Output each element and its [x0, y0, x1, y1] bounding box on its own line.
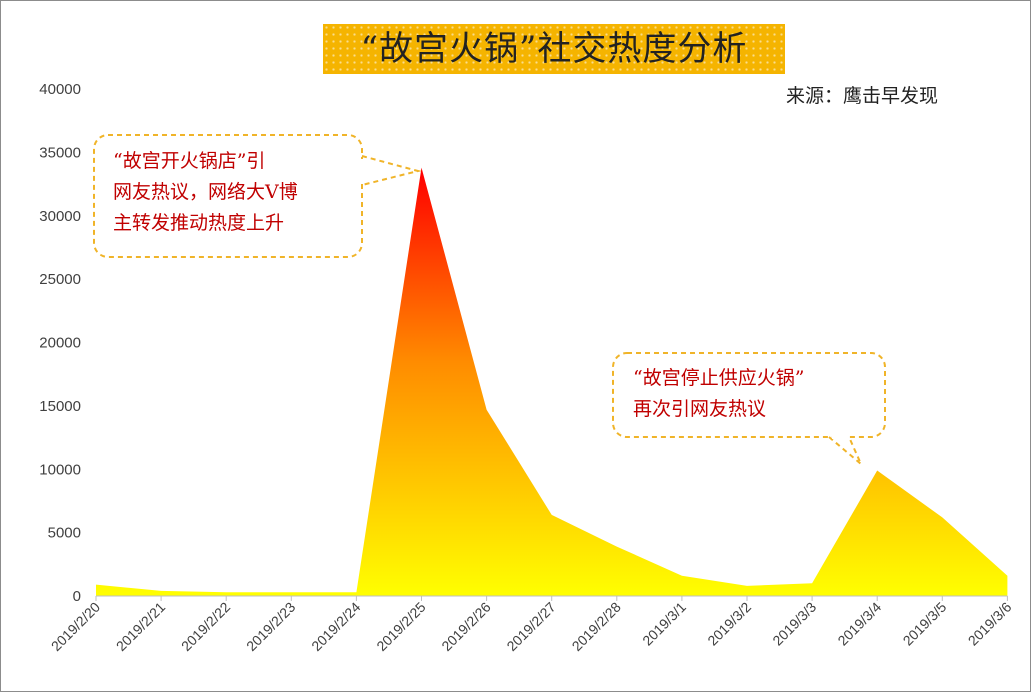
y-tick-label: 10000: [39, 461, 81, 478]
callout-1-line: 网友热议，网络大V博: [113, 177, 353, 208]
callout-pointer-2: [829, 437, 861, 464]
x-tick-label: 2019/2/20: [48, 599, 104, 655]
callout-2-line: “故宫停止供应火锅”: [633, 363, 873, 394]
x-tick-label: 2019/3/1: [639, 599, 689, 649]
y-tick-label: 25000: [39, 271, 81, 288]
y-tick-label: 15000: [39, 398, 81, 415]
x-tick-label: 2019/2/27: [503, 599, 559, 655]
y-tick-label: 40000: [39, 81, 81, 98]
y-tick-label: 5000: [48, 525, 81, 542]
y-tick-label: 35000: [39, 144, 81, 161]
source-note: 来源：鹰击早发现: [786, 81, 938, 108]
y-tick-label: 0: [73, 588, 81, 605]
x-tick-label: 2019/3/6: [965, 599, 1015, 649]
callout-annotation-2: “故宫停止供应火锅” 再次引网友热议: [633, 363, 873, 425]
x-tick-label: 2019/2/26: [438, 599, 494, 655]
x-tick-label: 2019/2/24: [308, 599, 364, 655]
callout-2-line: 再次引网友热议: [633, 394, 873, 425]
x-tick-label: 2019/2/28: [569, 599, 625, 655]
chart-title: “故宫火锅”社交热度分析: [323, 24, 785, 74]
x-tick-label: 2019/3/4: [834, 599, 884, 649]
x-tick-label: 2019/3/2: [704, 599, 754, 649]
y-tick-label: 30000: [39, 208, 81, 225]
callout-1-line: “故宫开火锅店”引: [113, 146, 353, 177]
title-box: “故宫火锅”社交热度分析: [323, 24, 785, 74]
y-tick-label: 20000: [39, 335, 81, 352]
callout-1-line: 主转发推动热度上升: [113, 208, 353, 239]
x-tick-label: 2019/2/22: [178, 599, 234, 655]
x-tick-label: 2019/3/5: [900, 599, 950, 649]
x-tick-label: 2019/2/25: [373, 599, 429, 655]
callout-annotation-1: “故宫开火锅店”引 网友热议，网络大V博 主转发推动热度上升: [113, 146, 353, 239]
callout-pointer-1: [362, 156, 418, 185]
x-tick-label: 2019/2/21: [113, 599, 169, 655]
x-tick-label: 2019/2/23: [243, 599, 299, 655]
x-tick-label: 2019/3/3: [769, 599, 819, 649]
